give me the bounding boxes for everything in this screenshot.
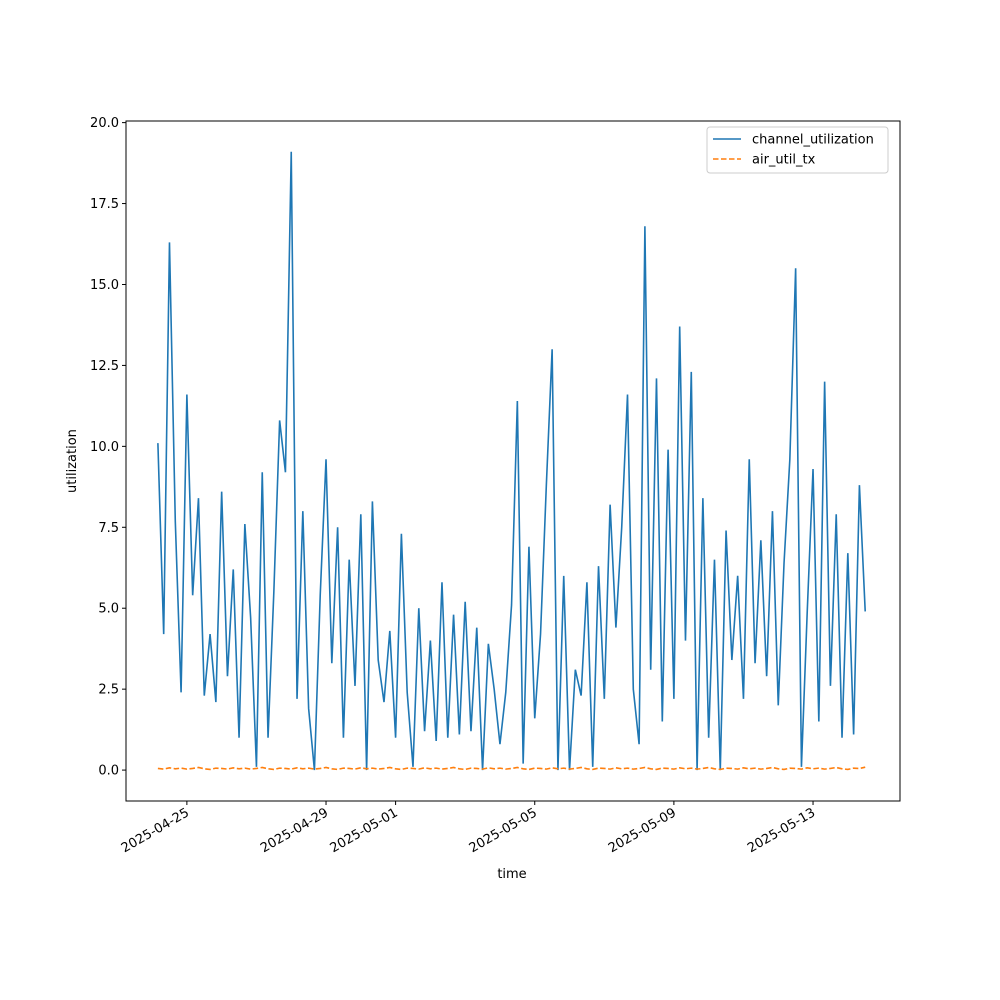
y-tick-label: 10.0 (90, 440, 119, 455)
y-tick-label: 7.5 (98, 521, 119, 536)
x-tick-label: 2025-05-09 (606, 805, 679, 856)
series-line (157, 151, 867, 771)
legend-label: air_util_tx (752, 153, 816, 168)
y-tick-label: 2.5 (98, 683, 119, 698)
x-tick-label: 2025-04-29 (258, 805, 331, 856)
y-tick-label: 5.0 (98, 602, 119, 617)
x-tick-label: 2025-05-01 (328, 805, 401, 856)
y-tick-label: 15.0 (90, 278, 119, 293)
legend-label: channel_utilization (752, 133, 874, 148)
legend-box (706, 126, 889, 174)
y-tick-label: 0.0 (98, 764, 119, 779)
y-tick-label: 20.0 (90, 116, 119, 131)
y-tick-label: 12.5 (90, 359, 119, 374)
series-line (157, 766, 866, 771)
x-axis-label: time (497, 867, 526, 882)
plot-frame (125, 120, 901, 802)
y-axis-label: utilization (65, 429, 80, 493)
x-tick-label: 2025-05-13 (745, 805, 818, 856)
x-tick-label: 2025-04-25 (119, 805, 192, 856)
y-tick-label: 17.5 (90, 197, 119, 212)
x-tick-label: 2025-05-05 (467, 805, 540, 856)
